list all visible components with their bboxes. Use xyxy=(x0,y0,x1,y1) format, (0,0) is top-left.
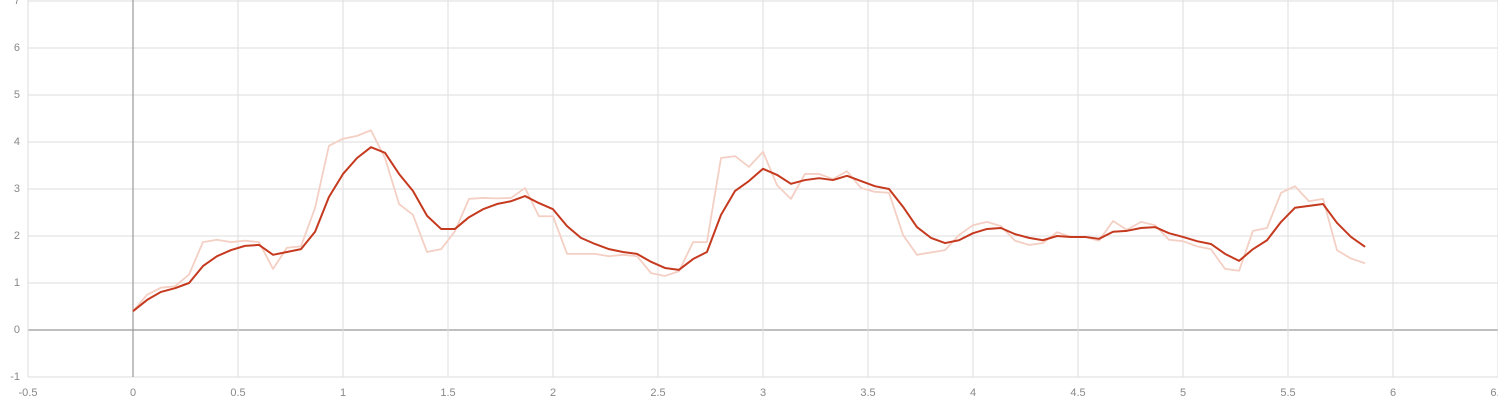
x-tick-label: 3 xyxy=(760,387,766,399)
y-tick-label: 5 xyxy=(14,89,20,101)
x-tick-label: 5.5 xyxy=(1280,387,1295,399)
x-tick-label: 1.5 xyxy=(440,387,455,399)
x-tick-label: 5 xyxy=(1180,387,1186,399)
y-tick-label: 0 xyxy=(14,324,20,336)
y-tick-label: 3 xyxy=(14,183,20,195)
y-tick-label: 1 xyxy=(14,277,20,289)
y-tick-label: 2 xyxy=(14,230,20,242)
y-tick-label: 6 xyxy=(14,42,20,54)
x-tick-label: 0 xyxy=(130,387,136,399)
x-tick-label: 0.5 xyxy=(230,387,245,399)
x-tick-label: 4.5 xyxy=(1070,387,1085,399)
x-tick-label: 2 xyxy=(550,387,556,399)
series-line xyxy=(132,146,1366,312)
x-tick-label: 4 xyxy=(970,387,976,399)
x-tick-label: 1 xyxy=(340,387,346,399)
x-tick-label: 6 xyxy=(1390,387,1396,399)
x-tick-label: 3.5 xyxy=(860,387,875,399)
y-tick-label: -1 xyxy=(10,371,20,383)
x-tick-label: -0.5 xyxy=(19,387,38,399)
series-line xyxy=(132,129,1366,312)
x-tick-label: 6.5 xyxy=(1490,387,1498,399)
x-tick-label: 2.5 xyxy=(650,387,665,399)
y-tick-label: 7 xyxy=(14,0,20,7)
y-tick-label: 4 xyxy=(14,136,20,148)
